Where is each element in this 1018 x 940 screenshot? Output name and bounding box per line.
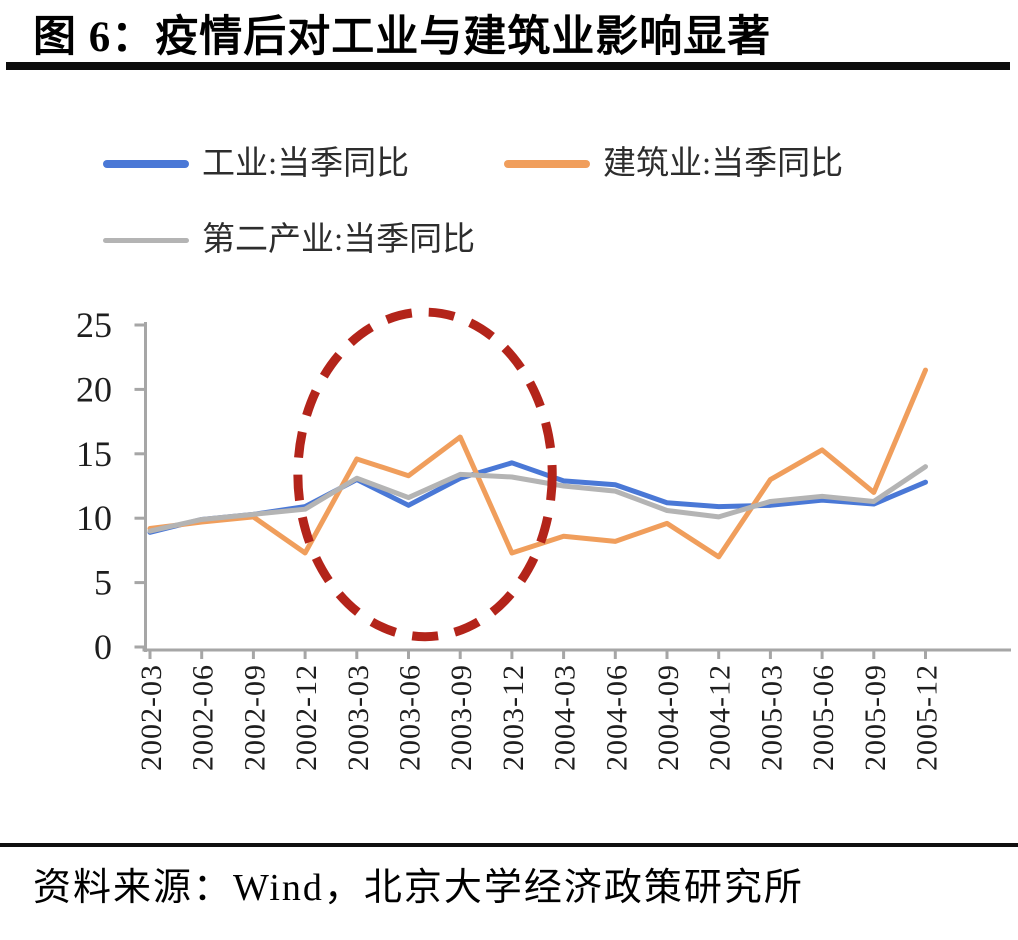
x-axis-tick-label: 2003-09 — [445, 664, 478, 771]
x-axis-tick-label: 2002-12 — [290, 664, 323, 771]
y-axis-tick-label: 10 — [76, 498, 112, 538]
legend-item-industry: 工业:当季同比 — [103, 142, 409, 186]
title-divider — [6, 62, 1010, 70]
figure-title: 图 6：疫情后对工业与建筑业影响显著 — [33, 14, 772, 61]
legend-label-industry: 工业:当季同比 — [202, 146, 410, 182]
legend-item-construction: 建筑业:当季同比 — [504, 142, 843, 186]
construction-line-swatch — [504, 160, 590, 168]
x-axis-tick-label: 2003-03 — [342, 664, 375, 771]
x-axis-tick-label: 2005-03 — [755, 664, 788, 771]
y-axis-tick-label: 5 — [94, 563, 112, 603]
y-axis-tick-label: 20 — [76, 369, 112, 409]
x-axis-tick-label: 2005-12 — [911, 664, 944, 771]
x-axis-tick-label: 2002-09 — [238, 664, 271, 771]
series-line-secondary — [147, 464, 928, 534]
legend-label-construction: 建筑业:当季同比 — [603, 146, 844, 182]
x-axis-tick-label: 2005-06 — [807, 664, 840, 771]
x-axis-tick-label: 2003-06 — [394, 664, 427, 771]
y-axis-tick-label: 15 — [76, 434, 112, 474]
footer-divider — [0, 843, 1018, 847]
x-axis-tick-label: 2004-06 — [600, 664, 633, 771]
secondary-line-swatch — [103, 237, 189, 243]
x-axis-tick-label: 2002-06 — [187, 664, 220, 771]
legend-label-secondary: 第二产业:当季同比 — [202, 222, 476, 258]
highlight-ellipse — [293, 307, 557, 642]
x-axis-tick-label: 2003-12 — [497, 664, 530, 771]
industry-line-swatch — [103, 160, 189, 168]
legend-item-secondary: 第二产业:当季同比 — [103, 218, 475, 262]
source-note: 资料来源：Wind，北京大学经济政策研究所 — [33, 867, 804, 909]
line-chart: 0 5 10 15 20 25 2002-03 2002-06 2002-09 2002-12 20… — [76, 305, 1011, 771]
y-axis-tick-label: 0 — [94, 627, 112, 667]
series-line-construction — [147, 367, 928, 560]
x-axis-tick-label: 2002-03 — [135, 664, 168, 771]
x-axis-tick-label: 2005-09 — [859, 664, 892, 771]
x-axis-tick-label: 2004-09 — [652, 664, 685, 771]
x-axis-tick-label: 2004-12 — [704, 664, 737, 771]
y-axis-tick-label: 25 — [76, 305, 112, 345]
x-axis-tick-label: 2004-03 — [549, 664, 582, 771]
